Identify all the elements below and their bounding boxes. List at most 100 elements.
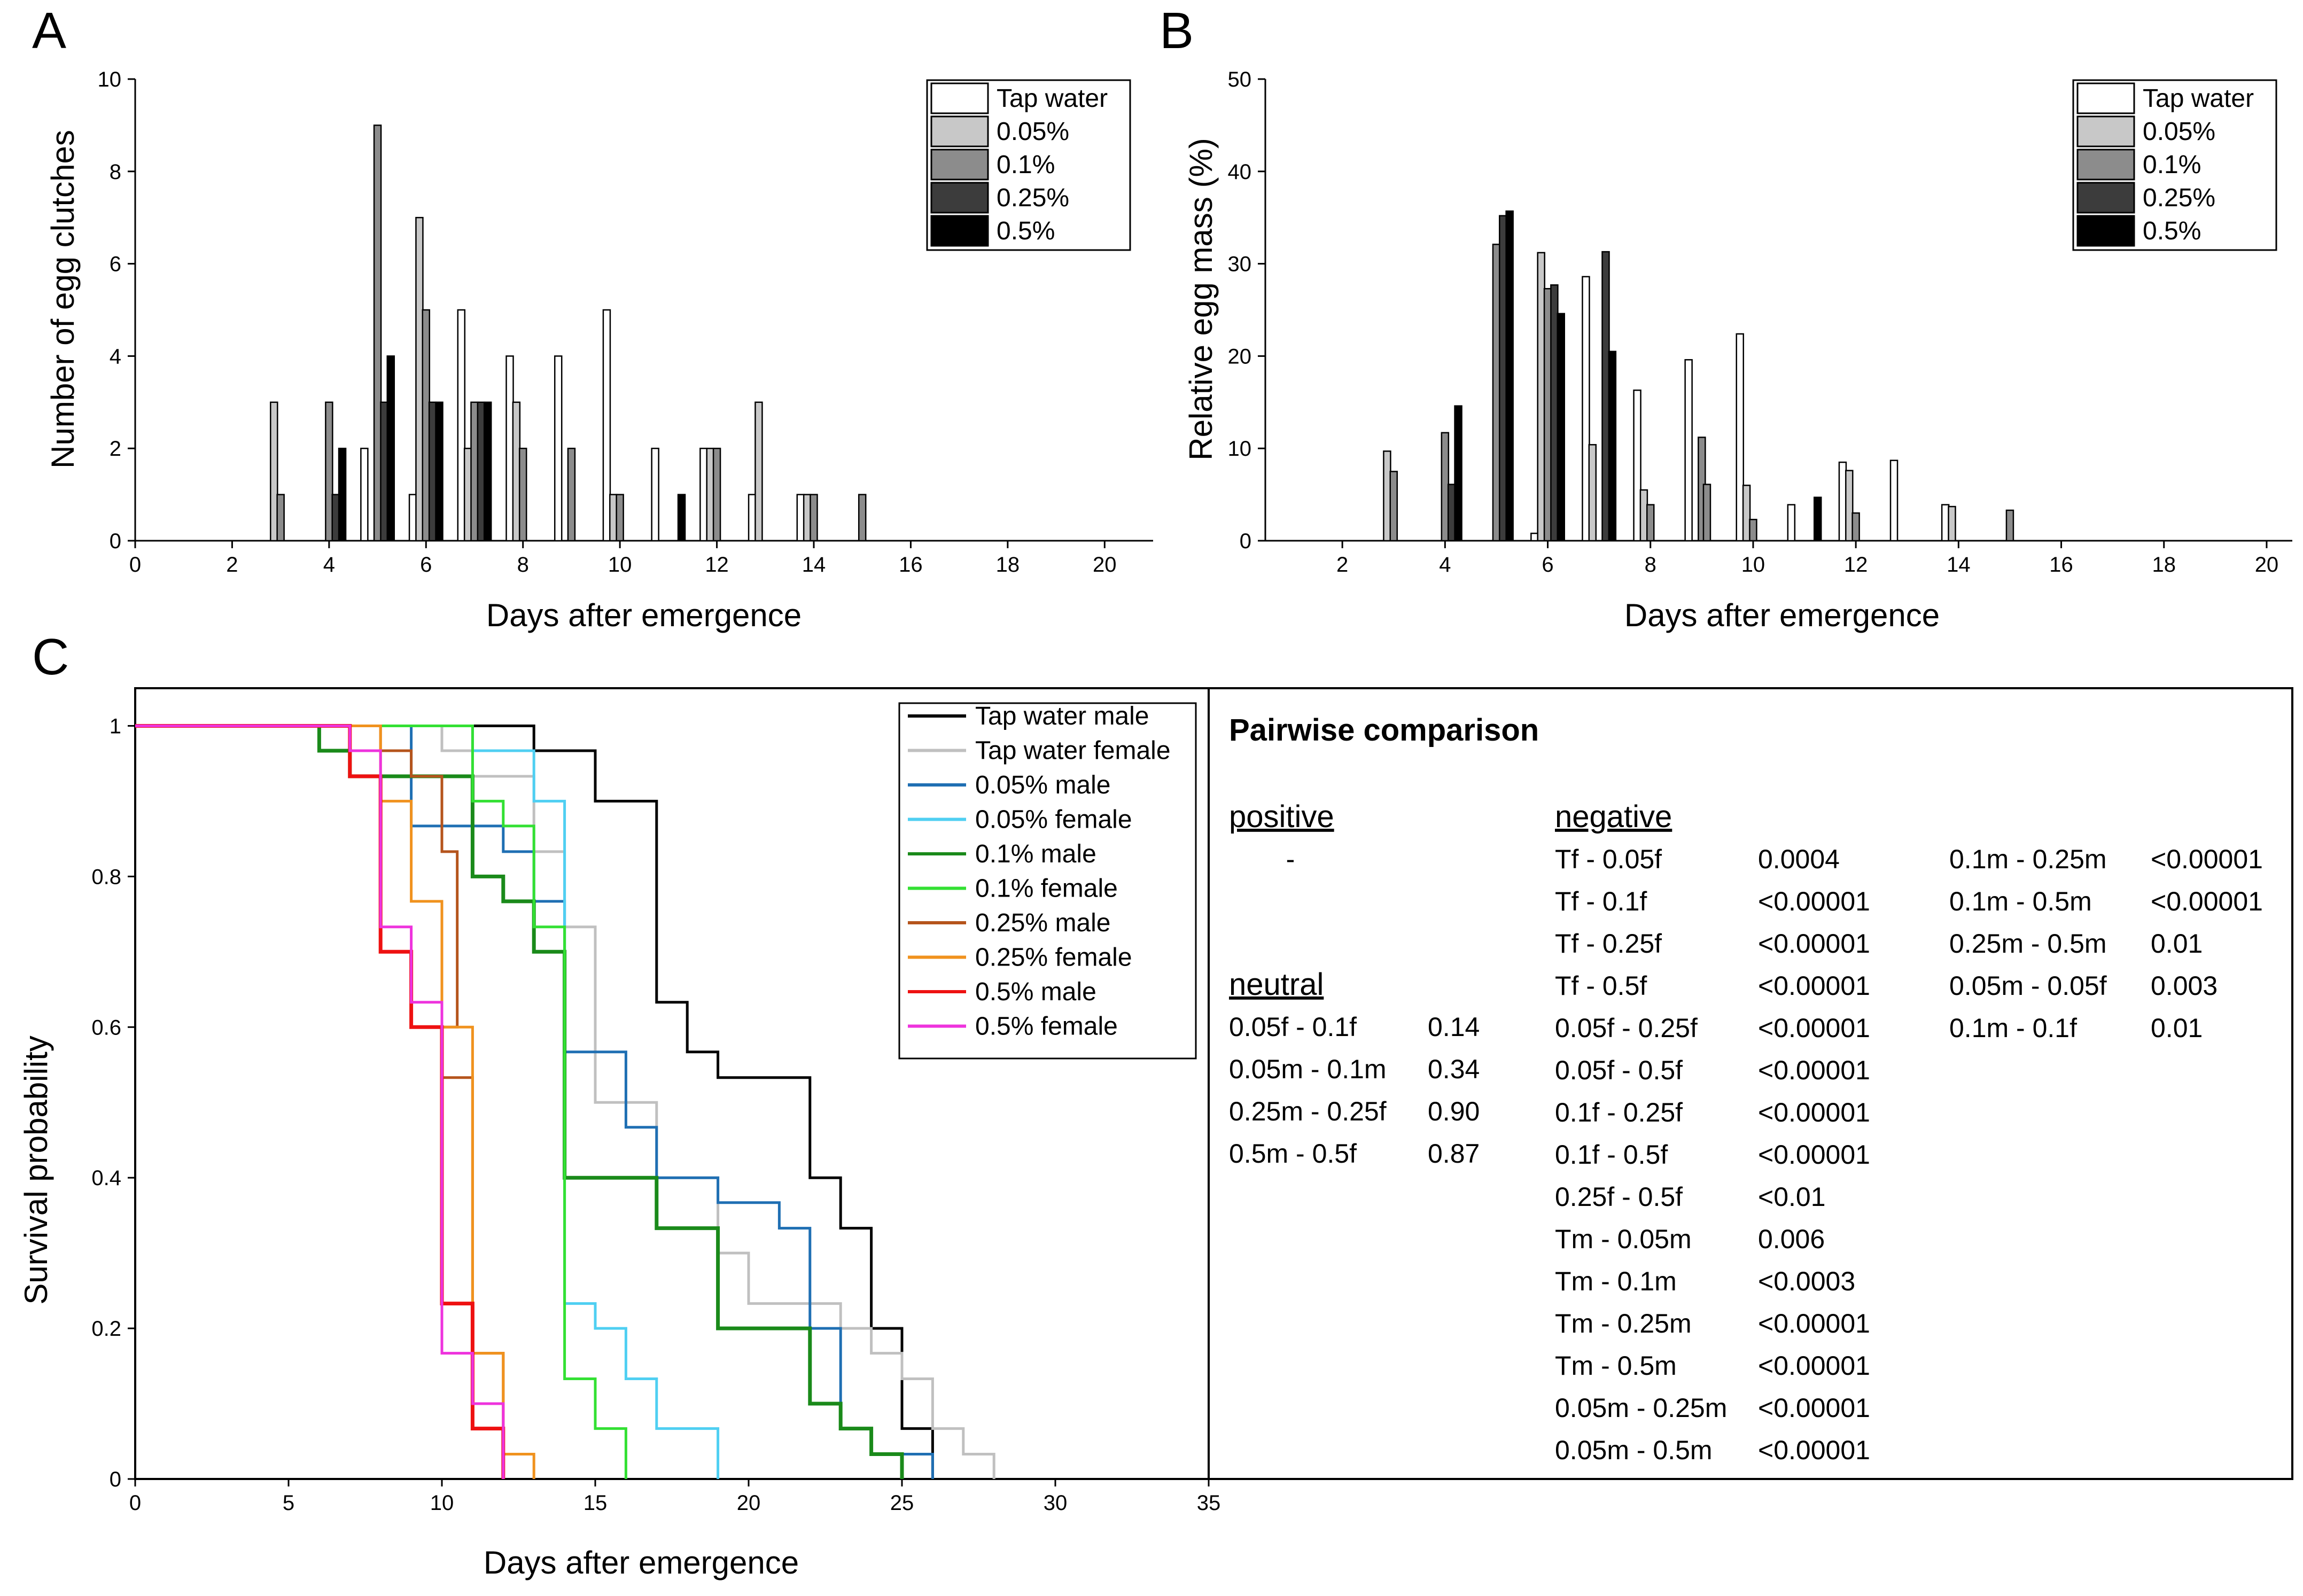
bar-0-05- [803, 494, 812, 542]
positive-pair: - [1286, 844, 1295, 874]
survival-line-tap-water-male [135, 725, 934, 1479]
bar-0-1- [1702, 484, 1711, 542]
bar-0-1- [616, 494, 624, 542]
legend-label: 0.05% [997, 118, 1069, 146]
panel-b-legend: Tap water 0.05% 0.1% 0.25% 0.5% [2072, 79, 2277, 251]
bar-0-25- [1601, 251, 1610, 542]
bar-0-1- [325, 401, 333, 542]
bar-tap-water [796, 494, 805, 542]
legend-label: 0.5% female [975, 1013, 1118, 1041]
legend-label: Tap water male [975, 702, 1149, 730]
negative-pair: 0.05m - 0.5m [1555, 1435, 1713, 1465]
panel-c-y-tick-label: 1 [110, 714, 121, 738]
bar-0-5- [386, 355, 395, 542]
negative-pvalue: 0.0004 [1758, 844, 1840, 874]
bar-0-05- [1845, 470, 1854, 542]
panel-a-x-tick-label: 14 [802, 553, 826, 577]
legend-swatch-0 [930, 82, 989, 114]
panel-a-ylabel: Number of egg clutches [45, 130, 81, 469]
panel-b-xlabel: Days after emergence [1624, 597, 1940, 633]
panel-c-y-tick-label: 0.6 [91, 1016, 121, 1039]
negative-pair: Tm - 0.1m [1555, 1266, 1677, 1296]
legend-label: 0.25% male [975, 909, 1110, 937]
bar-0-5- [677, 494, 686, 542]
bar-tap-water [457, 309, 466, 542]
legend-label: Tap water [2143, 84, 2254, 113]
legend-label: 0.05% [2143, 118, 2215, 146]
bar-0-25- [331, 494, 340, 542]
pairwise-title: Pairwise comparison [1229, 713, 1539, 748]
bar-tap-water [554, 355, 563, 542]
negative-pvalue: <0.00001 [1758, 1055, 1870, 1085]
legend-swatch-4 [2076, 215, 2135, 247]
legend-label: 0.05% female [975, 806, 1132, 834]
legend-swatch-2 [2076, 149, 2135, 181]
negative-pvalue: <0.00001 [1758, 1013, 1870, 1043]
negative-pvalue: <0.00001 [2151, 844, 2263, 874]
legend-frame [898, 702, 1197, 1060]
legend-swatch-1 [2076, 115, 2135, 147]
negative-pair: 0.25f - 0.5f [1555, 1182, 1683, 1212]
bar-0-5- [1505, 210, 1514, 542]
positive-heading: positive [1229, 799, 1334, 834]
panel-c-y-tick-label: 0.4 [91, 1166, 121, 1190]
panel-a-legend: Tap water 0.05% 0.1% 0.25% 0.5% [926, 79, 1131, 251]
bar-0-5- [1608, 351, 1617, 542]
panel-c-x-tick-label: 25 [890, 1491, 914, 1515]
bar-tap-water [1838, 461, 1847, 542]
legend-swatch-3 [2076, 182, 2135, 214]
panel-c-y-tick-label: 0 [110, 1468, 121, 1491]
panel-a-x-tick-label: 8 [517, 553, 529, 577]
negative-pair: Tf - 0.1f [1555, 886, 1647, 916]
negative-pvalue: 0.01 [2151, 929, 2203, 959]
survival-line-0-05-female [135, 725, 720, 1479]
negative-pvalue: <0.00001 [2151, 886, 2263, 916]
negative-pair: 0.25m - 0.5m [1949, 929, 2107, 959]
survival-line-0-5-male [135, 724, 505, 1479]
panel-c-x-tick-label: 35 [1197, 1491, 1221, 1515]
panel-b-y-tick-label: 40 [1228, 160, 1252, 184]
negative-pvalue: <0.00001 [1758, 1309, 1870, 1338]
bar-tap-water [1530, 532, 1539, 542]
panel-c-x-tick-label: 15 [583, 1491, 608, 1515]
negative-heading: negative [1555, 799, 1672, 834]
legend-swatch-2 [930, 149, 989, 181]
negative-pvalue: 0.006 [1758, 1224, 1825, 1254]
legend-label: 0.25% [997, 184, 1069, 212]
neutral-pvalue: 0.34 [1428, 1054, 1480, 1084]
negative-pvalue: 0.01 [2151, 1013, 2203, 1043]
panel-b-x-tick-label: 16 [2049, 553, 2073, 577]
bar-0-05- [1537, 252, 1545, 542]
bar-0-1- [470, 401, 479, 542]
bar-tap-water [1787, 504, 1796, 542]
bar-tap-water [1633, 390, 1641, 542]
panel-c-ylabel: Survival probability [18, 1036, 54, 1305]
legend-label: 0.1% female [975, 875, 1118, 903]
panel-a-letter: A [32, 2, 66, 59]
bar-tap-water [699, 447, 708, 542]
survival-line-0-1-female [135, 725, 627, 1479]
survival-line-0-1-male [135, 724, 904, 1479]
panel-b-y-tick-label: 30 [1228, 253, 1252, 276]
bar-0-5- [338, 447, 347, 542]
bar-0-05- [609, 494, 618, 542]
panel-a-y-tick-label: 4 [110, 345, 121, 368]
negative-pair: Tm - 0.5m [1555, 1351, 1677, 1381]
survival-line-0-5-female [135, 725, 505, 1479]
pairwise-comparison-panel: Pairwise comparison positive neutral neg… [1208, 687, 2293, 1480]
panel-b-x-tick-label: 12 [1844, 553, 1868, 577]
bar-0-1- [712, 447, 721, 542]
bar-0-1- [1441, 432, 1450, 542]
bar-0-1- [1749, 519, 1757, 542]
panel-c-xlabel: Days after emergence [484, 1545, 799, 1581]
bar-tap-water [1582, 276, 1590, 542]
neutral-pair: 0.05f - 0.1f [1229, 1012, 1357, 1042]
legend-label: Tap water [997, 84, 1108, 113]
bar-tap-water [1736, 333, 1744, 542]
neutral-pvalue: 0.90 [1428, 1096, 1480, 1126]
panel-b-y-tick-label: 20 [1228, 345, 1252, 368]
panel-a-plot: 0 2 4 6 8 10 12 14 16 18 20 0 2 4 6 8 10 [98, 68, 1153, 577]
negative-pair: Tm - 0.05m [1555, 1224, 1692, 1254]
panel-a-x-tick-label: 10 [608, 553, 632, 577]
